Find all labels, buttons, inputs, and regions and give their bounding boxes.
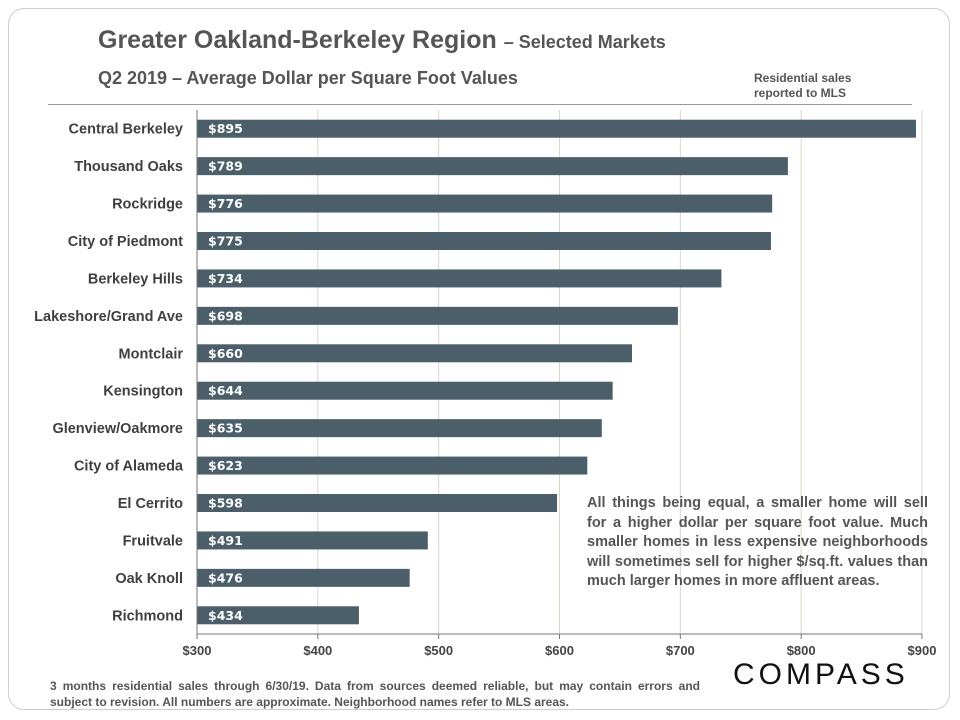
category-label: Glenview/Oakmore [52, 421, 183, 437]
chart-title-main: Greater Oakland-Berkeley Region [98, 26, 497, 54]
bar-data-label: $434 [208, 608, 243, 623]
bar-data-label: $635 [208, 421, 243, 436]
category-label: Kensington [103, 384, 183, 400]
footer-disclaimer: 3 months residential sales through 6/30/… [50, 679, 700, 709]
bar-data-label: $776 [208, 196, 243, 211]
bar [197, 606, 359, 625]
category-label: City of Alameda [74, 459, 184, 475]
x-tick-label: $600 [545, 643, 574, 658]
bar-data-label: $789 [208, 159, 243, 174]
x-tick-label: $400 [303, 643, 332, 658]
bar-data-label: $598 [208, 496, 243, 511]
category-label: Berkeley Hills [88, 271, 183, 287]
bar [197, 568, 410, 587]
bar [197, 494, 558, 512]
compass-logo: COMPASS [733, 658, 909, 691]
bar [197, 456, 588, 475]
category-label: Thousand Oaks [74, 159, 183, 175]
bar-data-label: $734 [208, 271, 243, 286]
bar-data-label: $476 [208, 570, 243, 585]
header-rule [48, 104, 912, 105]
bar [197, 306, 678, 325]
bar [197, 269, 722, 288]
bar-data-label: $895 [208, 121, 243, 136]
category-label: Fruitvale [123, 533, 183, 549]
chart-title: Greater Oakland-Berkeley Region – Select… [98, 26, 666, 55]
category-label: City of Piedmont [68, 234, 183, 250]
bar [197, 344, 632, 363]
bar [197, 194, 773, 213]
category-label: Lakeshore/Grand Ave [34, 309, 183, 325]
bar [197, 157, 788, 176]
bar [197, 232, 771, 250]
x-tick-label: $900 [908, 643, 937, 658]
bar [197, 119, 916, 138]
bar [197, 381, 613, 400]
category-label: El Cerrito [118, 496, 183, 512]
category-label: Richmond [112, 608, 183, 624]
bar-data-label: $644 [208, 383, 243, 398]
bar-data-label: $660 [208, 346, 243, 361]
category-label: Rockridge [112, 197, 183, 213]
category-label: Central Berkeley [69, 122, 183, 138]
x-tick-label: $800 [787, 643, 816, 658]
chart-subtitle: Q2 2019 – Average Dollar per Square Foot… [98, 68, 518, 88]
callout-text: All things being equal, a smaller home w… [587, 495, 928, 589]
x-tick-label: $700 [666, 643, 695, 658]
bar [197, 419, 602, 438]
x-tick-label: $500 [424, 643, 453, 658]
bar-data-label: $491 [208, 533, 243, 548]
x-tick-label: $300 [183, 643, 212, 658]
bar [197, 531, 428, 550]
bar-data-label: $775 [208, 234, 243, 249]
bar-data-label: $698 [208, 308, 243, 323]
category-label: Montclair [119, 346, 184, 362]
source-note: Residential sales reported to MLS [754, 71, 852, 100]
chart-title-suffix: – Selected Markets [503, 32, 666, 52]
bar-data-label: $623 [208, 458, 243, 473]
category-label: Oak Knoll [115, 571, 183, 587]
slide-frame [8, 8, 950, 710]
